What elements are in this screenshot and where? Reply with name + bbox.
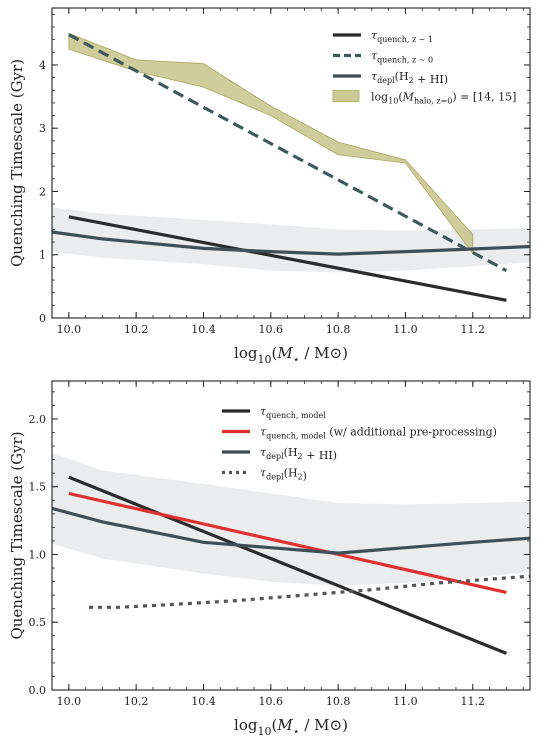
y-tick-label: 0 xyxy=(39,312,46,325)
plot-area xyxy=(52,452,530,655)
legend-label: τquench, model (w/ additional pre-proces… xyxy=(260,426,497,441)
y-tick-label: 1 xyxy=(39,249,46,262)
x-tick-label: 10.2 xyxy=(124,695,149,708)
y-tick-label: 1.5 xyxy=(29,481,47,494)
plot-frame xyxy=(51,7,531,319)
series-line-1 xyxy=(68,215,507,302)
y-tick-label: 3 xyxy=(39,122,46,135)
x-tick-label: 11.2 xyxy=(461,323,486,336)
legend-swatch xyxy=(332,90,360,102)
band-depletion-scatter xyxy=(52,452,530,586)
plot-frame xyxy=(51,380,531,691)
legend-label: τquench, z ∼ 0 xyxy=(371,50,433,65)
y-tick-label: 1.0 xyxy=(29,548,47,561)
x-axis-label: log10(M⋆ / M⊙) xyxy=(234,344,348,366)
legend-label: τdepl(H2 + HI) xyxy=(371,70,448,86)
x-tick-label: 10.6 xyxy=(259,695,284,708)
series-line-3 xyxy=(52,230,530,256)
x-tick-label: 10.0 xyxy=(57,695,82,708)
legend: τquench, model τquench, model (w/ additio… xyxy=(222,405,497,483)
legend-label: log10(Mhalo, z=0) = [14, 15] xyxy=(371,91,516,106)
x-tick-label: 10.8 xyxy=(326,323,351,336)
y-axis-label: Quenching Timescale (Gyr) xyxy=(8,431,26,639)
x-axis-label: log10(M⋆ / M⊙) xyxy=(234,716,348,738)
legend-label: τquench, model xyxy=(260,405,326,420)
chart-panel-1: 10.0 10.2 10.4 10.6 10.8 11.0 11.2 0 1 2 3 4 log10(M… xyxy=(8,7,531,366)
plot-area xyxy=(52,32,530,302)
series-line-4 xyxy=(89,574,530,609)
y-tick-label: 4 xyxy=(39,59,46,72)
y-tick-label: 0.0 xyxy=(29,684,47,697)
x-tick-label: 11.0 xyxy=(393,323,418,336)
y-tick-label: 2 xyxy=(39,185,46,198)
chart-panel-2: 10.0 10.2 10.4 10.6 10.8 11.0 11.2 0.0 0.5 1.0 1.5… xyxy=(8,380,531,738)
x-tick-label: 10.4 xyxy=(191,695,216,708)
legend-label: τdepl(H2) xyxy=(260,467,307,483)
band-depletion-scatter xyxy=(52,207,530,273)
legend-label: τquench, z ∼ 1 xyxy=(371,29,433,44)
series-line-1 xyxy=(68,475,507,655)
x-tick-label: 10.2 xyxy=(124,323,149,336)
y-tick-label: 2.0 xyxy=(29,413,47,426)
x-tick-label: 10.0 xyxy=(57,323,82,336)
x-tick-label: 10.6 xyxy=(259,323,284,336)
series-line-3 xyxy=(52,506,530,555)
series-line-2 xyxy=(68,33,508,273)
x-tick-label: 11.2 xyxy=(461,695,486,708)
legend: τquench, z ∼ 1 τquench, z ∼ 0 τdepl(H2 + H… xyxy=(332,29,516,106)
x-tick-label: 10.8 xyxy=(326,695,351,708)
legend-label: τdepl(H2 + HI) xyxy=(260,446,337,462)
x-tick-label: 11.0 xyxy=(393,695,418,708)
series-line-2 xyxy=(68,491,507,594)
y-tick-label: 0.5 xyxy=(29,616,47,629)
y-axis-label: Quenching Timescale (Gyr) xyxy=(8,59,26,267)
x-tick-label: 10.4 xyxy=(191,323,216,336)
